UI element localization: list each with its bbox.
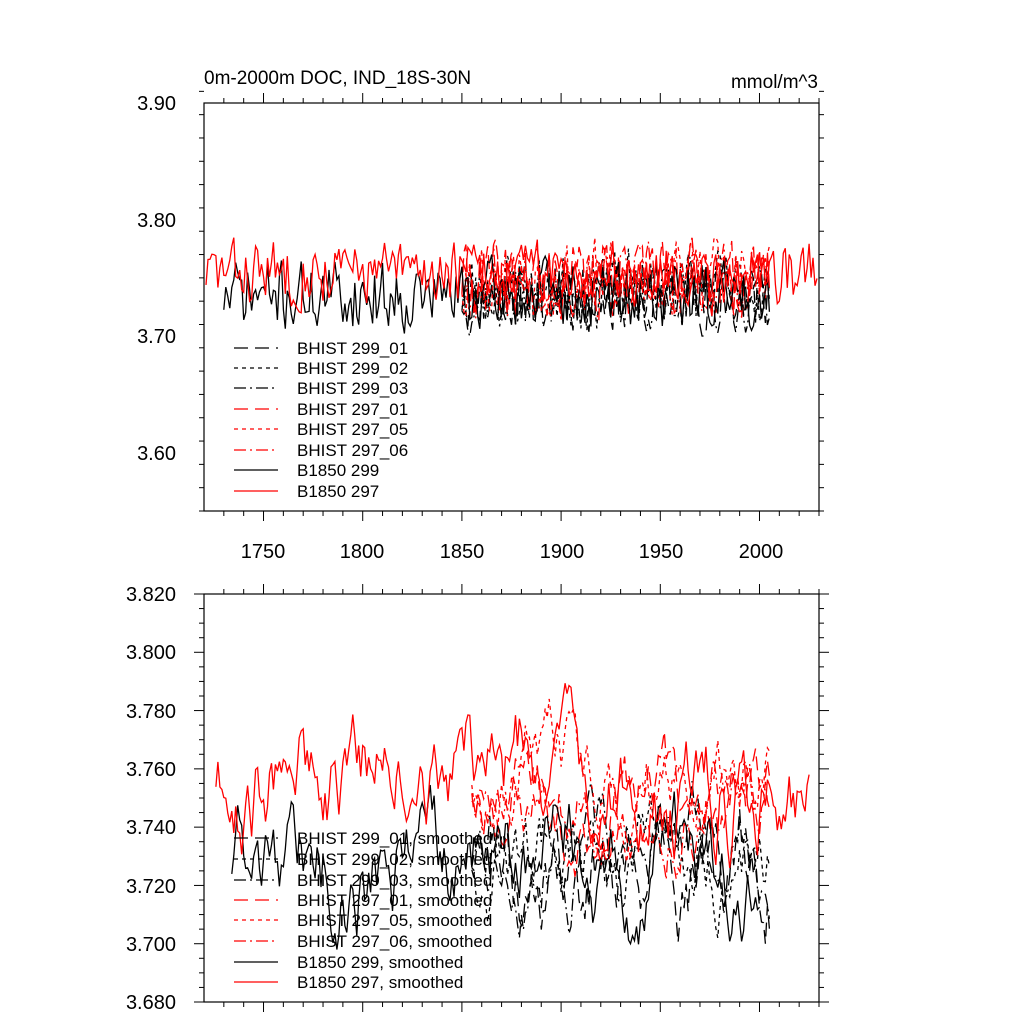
- top-chart-title: 0m-2000m DOC, IND_18S-30N: [204, 68, 471, 89]
- bottom-legend-entry: BHIST 297_01, smoothed: [234, 891, 492, 910]
- top-legend-entry: B1850 299: [234, 461, 379, 480]
- bottom-ytick-label: 3.700: [126, 934, 176, 956]
- bottom-y-tick-labels: 3.680 3.700 3.720 3.740 3.760 3.780 3.80…: [126, 584, 176, 1014]
- top-ytick-label: 3.90: [137, 93, 176, 115]
- legend-label: BHIST 299_01: [297, 339, 408, 358]
- top-axis-ticks: [199, 90, 824, 521]
- bottom-series-group: [215, 683, 810, 950]
- top-legend-entry: BHIST 299_02: [234, 359, 408, 378]
- legend-label: BHIST 297_05, smoothed: [297, 911, 492, 930]
- bottom-ytick-label: 3.780: [126, 701, 176, 723]
- bottom-axis-ticks: [194, 584, 829, 1012]
- top-legend-entry: BHIST 299_03: [234, 379, 408, 398]
- bottom-legend-entry: BHIST 299_02, smoothed: [234, 850, 492, 869]
- bottom-legend-entry: BHIST 299_01, smoothed: [234, 829, 492, 848]
- series-line-bhist-297-05: [461, 235, 771, 317]
- bottom-legend-entry: B1850 297, smoothed: [234, 973, 463, 992]
- top-xtick-label: 1750: [241, 541, 286, 563]
- top-xtick-label: 2000: [739, 541, 784, 563]
- top-panel: 0m-2000m DOC, IND_18S-30N mmol/m^3 3.60 …: [137, 68, 824, 563]
- legend-label: BHIST 299_01, smoothed: [297, 829, 492, 848]
- bottom-legend-entry: BHIST 297_06, smoothed: [234, 932, 492, 951]
- top-ytick-label: 3.70: [137, 326, 176, 348]
- legend-label: BHIST 297_05: [297, 420, 408, 439]
- series-line-bhist-297-05-smoothed: [471, 698, 770, 863]
- bottom-legend-entry: B1850 299, smoothed: [234, 953, 463, 972]
- legend-label: BHIST 299_02: [297, 359, 408, 378]
- top-ytick-label: 3.80: [137, 210, 176, 232]
- bottom-legend-entry: BHIST 299_03, smoothed: [234, 871, 492, 890]
- top-series-group: [205, 235, 818, 339]
- bottom-ytick-label: 3.740: [126, 817, 176, 839]
- series-line-bhist-299-01-smoothed: [471, 809, 771, 944]
- bottom-panel: 3.680 3.700 3.720 3.740 3.760 3.780 3.80…: [126, 584, 829, 1014]
- series-line-b1850-297-smoothed: [215, 683, 810, 868]
- bottom-ytick-label: 3.680: [126, 992, 176, 1014]
- top-xtick-label: 1950: [639, 541, 684, 563]
- top-y-tick-labels: 3.60 3.70 3.80 3.90: [137, 93, 176, 465]
- legend-label: B1850 297: [297, 482, 379, 501]
- top-xtick-label: 1850: [440, 541, 485, 563]
- top-ytick-label: 3.60: [137, 443, 176, 465]
- bottom-ytick-label: 3.800: [126, 642, 176, 664]
- top-chart-units: mmol/m^3: [731, 72, 818, 93]
- bottom-ytick-label: 3.760: [126, 759, 176, 781]
- series-line-bhist-297-01-smoothed: [471, 731, 771, 877]
- top-plot-frame: [203, 102, 820, 512]
- bottom-ytick-label: 3.720: [126, 876, 176, 898]
- legend-label: BHIST 297_06, smoothed: [297, 932, 492, 951]
- top-legend-entry: B1850 297: [234, 482, 379, 501]
- legend-label: BHIST 297_06: [297, 441, 408, 460]
- top-legend-entry: BHIST 297_05: [234, 420, 408, 439]
- legend-label: BHIST 297_01: [297, 400, 408, 419]
- legend-label: BHIST 299_02, smoothed: [297, 850, 492, 869]
- bottom-legend: BHIST 299_01, smoothed BHIST 299_02, smo…: [234, 829, 492, 992]
- top-x-tick-labels: 1750 1800 1850 1900 1950 2000: [241, 541, 784, 563]
- top-legend-entry: BHIST 299_01: [234, 339, 408, 358]
- series-line-bhist-299-03: [461, 256, 771, 339]
- top-xtick-label: 1800: [340, 541, 385, 563]
- legend-label: B1850 297, smoothed: [297, 973, 463, 992]
- series-line-b1850-297: [205, 237, 818, 314]
- bottom-ytick-label: 3.820: [126, 584, 176, 606]
- series-line-bhist-297-06-smoothed: [471, 759, 771, 880]
- legend-label: BHIST 299_03, smoothed: [297, 871, 492, 890]
- bottom-legend-entry: BHIST 297_05, smoothed: [234, 911, 492, 930]
- legend-label: B1850 299, smoothed: [297, 953, 463, 972]
- legend-label: BHIST 297_01, smoothed: [297, 891, 492, 910]
- legend-label: BHIST 299_03: [297, 379, 408, 398]
- top-legend-entry: BHIST 297_01: [234, 400, 408, 419]
- top-xtick-label: 1900: [540, 541, 585, 563]
- top-legend-entry: BHIST 297_06: [234, 441, 408, 460]
- top-legend: BHIST 299_01 BHIST 299_02 BHIST 299_03 B…: [234, 339, 408, 501]
- legend-label: B1850 299: [297, 461, 379, 480]
